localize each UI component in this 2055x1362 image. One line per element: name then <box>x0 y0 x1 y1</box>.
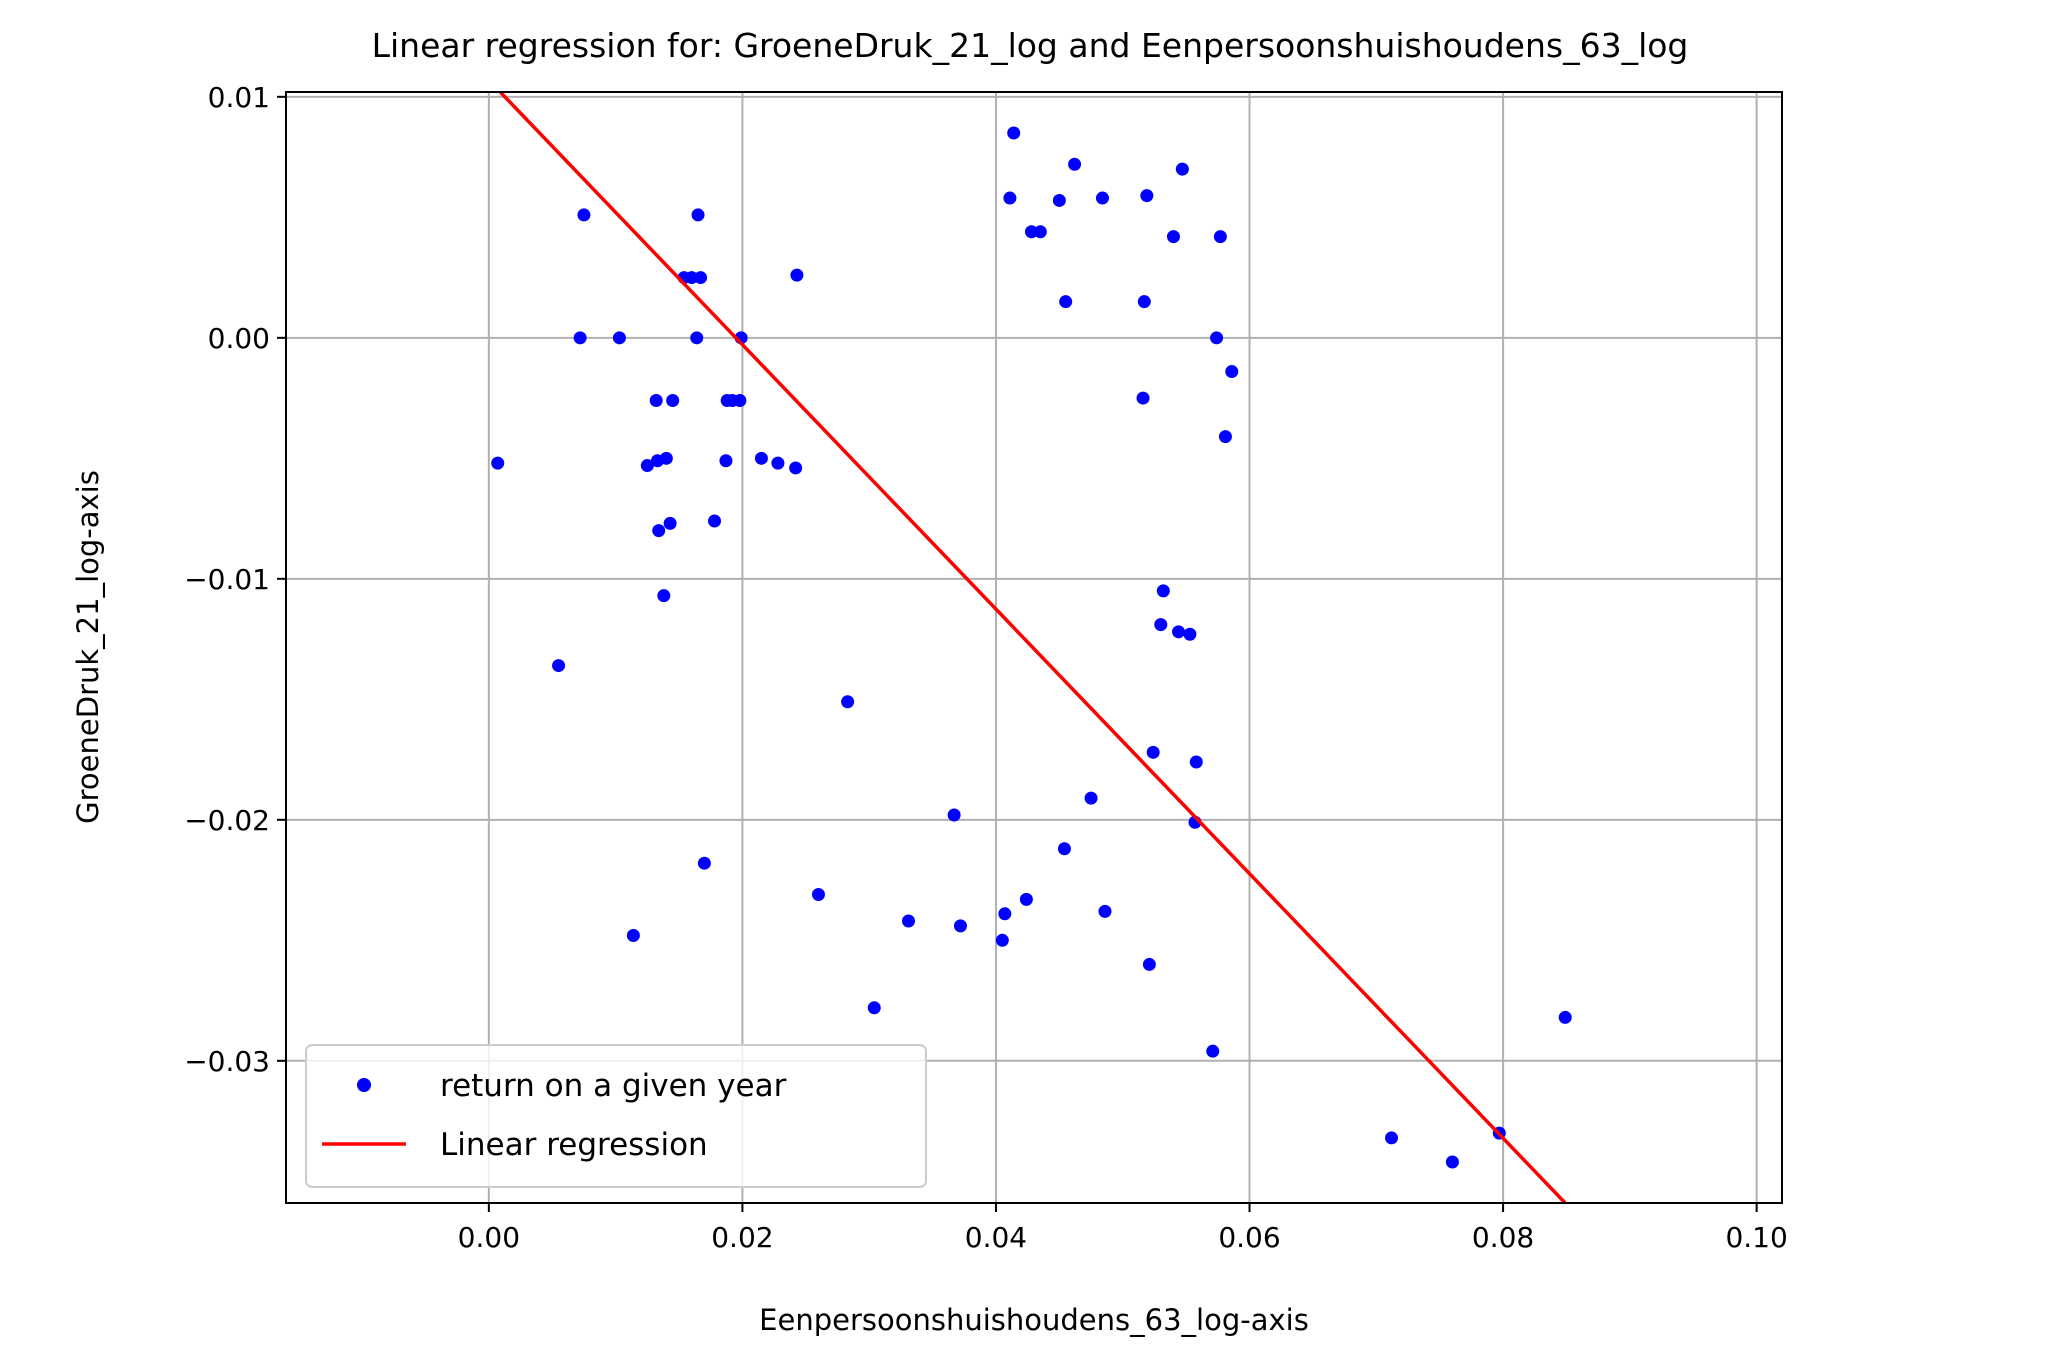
data-point <box>1213 230 1227 244</box>
data-point <box>811 888 825 902</box>
data-point <box>1059 295 1073 309</box>
data-point <box>666 393 680 407</box>
data-point <box>652 524 666 538</box>
data-point <box>754 451 768 465</box>
data-point <box>1140 189 1154 203</box>
data-point <box>1558 1010 1572 1024</box>
data-point <box>995 933 1009 947</box>
data-point <box>719 454 733 468</box>
legend-box <box>305 1044 927 1188</box>
data-point <box>626 928 640 942</box>
regression-line <box>498 90 1567 1205</box>
data-point <box>1142 957 1156 971</box>
y-tick-label: −0.03 <box>184 1045 270 1078</box>
data-point <box>640 459 654 473</box>
data-point <box>1137 295 1151 309</box>
data-point <box>612 331 626 345</box>
data-point <box>1146 745 1160 759</box>
y-tick-label: 0.01 <box>208 81 270 114</box>
data-point <box>1206 1044 1220 1058</box>
x-tick-label: 0.04 <box>965 1221 1027 1254</box>
data-point <box>663 516 677 530</box>
data-point <box>697 856 711 870</box>
plot-area-frame <box>285 91 1783 1204</box>
data-point <box>1225 365 1239 379</box>
data-point <box>1175 162 1189 176</box>
data-point <box>573 331 587 345</box>
data-point <box>1095 191 1109 205</box>
data-point <box>491 456 505 470</box>
legend: return on a given year Linear regression <box>305 1044 927 1188</box>
data-point <box>867 1001 881 1015</box>
x-axis-ticks: 0.00 0.02 0.04 0.06 0.08 0.10 <box>458 1203 1788 1254</box>
data-point <box>841 695 855 709</box>
grid <box>286 92 1782 1203</box>
data-point <box>1007 126 1021 140</box>
data-point <box>771 456 785 470</box>
data-point <box>1183 627 1197 641</box>
y-axis-ticks: −0.03 −0.02 −0.01 0.00 0.01 <box>184 81 286 1078</box>
legend-label-scatter: return on a given year <box>440 1068 787 1104</box>
data-point <box>1445 1155 1459 1169</box>
data-point <box>1166 230 1180 244</box>
data-point <box>708 514 722 528</box>
x-tick-label: 0.00 <box>458 1221 520 1254</box>
data-point <box>1057 842 1071 856</box>
legend-marker-scatter <box>357 1078 371 1092</box>
data-point <box>657 589 671 603</box>
data-point <box>552 659 566 673</box>
data-point <box>1385 1131 1399 1145</box>
y-axis-label: GroeneDruk_21_log-axis <box>71 470 105 824</box>
data-point <box>691 208 705 222</box>
data-point <box>947 808 961 822</box>
data-point <box>953 919 967 933</box>
data-point <box>1172 625 1186 639</box>
data-point <box>1189 755 1203 769</box>
x-axis-label: Eenpersoonshuishoudens_63_log-axis <box>759 1303 1309 1337</box>
data-point <box>1156 584 1170 598</box>
data-point <box>998 907 1012 921</box>
data-point <box>659 451 673 465</box>
data-point <box>577 208 591 222</box>
data-point <box>1218 430 1232 444</box>
x-tick-label: 0.02 <box>711 1221 773 1254</box>
data-point <box>694 271 708 285</box>
x-tick-label: 0.10 <box>1725 1221 1787 1254</box>
data-point <box>733 393 747 407</box>
data-point <box>901 914 915 928</box>
data-point <box>1098 904 1112 918</box>
data-point <box>790 268 804 282</box>
regression-series <box>498 90 1567 1205</box>
data-point <box>1136 391 1150 405</box>
chart-title: Linear regression for: GroeneDruk_21_log… <box>372 26 1689 65</box>
y-tick-label: −0.01 <box>184 563 270 596</box>
x-tick-label: 0.08 <box>1472 1221 1534 1254</box>
data-point <box>1084 791 1098 805</box>
data-point <box>1052 193 1066 207</box>
y-tick-label: −0.02 <box>184 804 270 837</box>
data-point <box>1154 618 1168 632</box>
scatter-series <box>491 126 1572 1169</box>
x-tick-label: 0.06 <box>1218 1221 1280 1254</box>
data-point <box>1210 331 1224 345</box>
data-point <box>649 393 663 407</box>
data-point <box>1068 157 1082 171</box>
data-point <box>1003 191 1017 205</box>
data-point <box>1033 225 1047 239</box>
legend-label-line: Linear regression <box>440 1127 708 1163</box>
data-point <box>1019 892 1033 906</box>
data-point <box>690 331 704 345</box>
y-tick-label: 0.00 <box>208 322 270 355</box>
data-point <box>789 461 803 475</box>
